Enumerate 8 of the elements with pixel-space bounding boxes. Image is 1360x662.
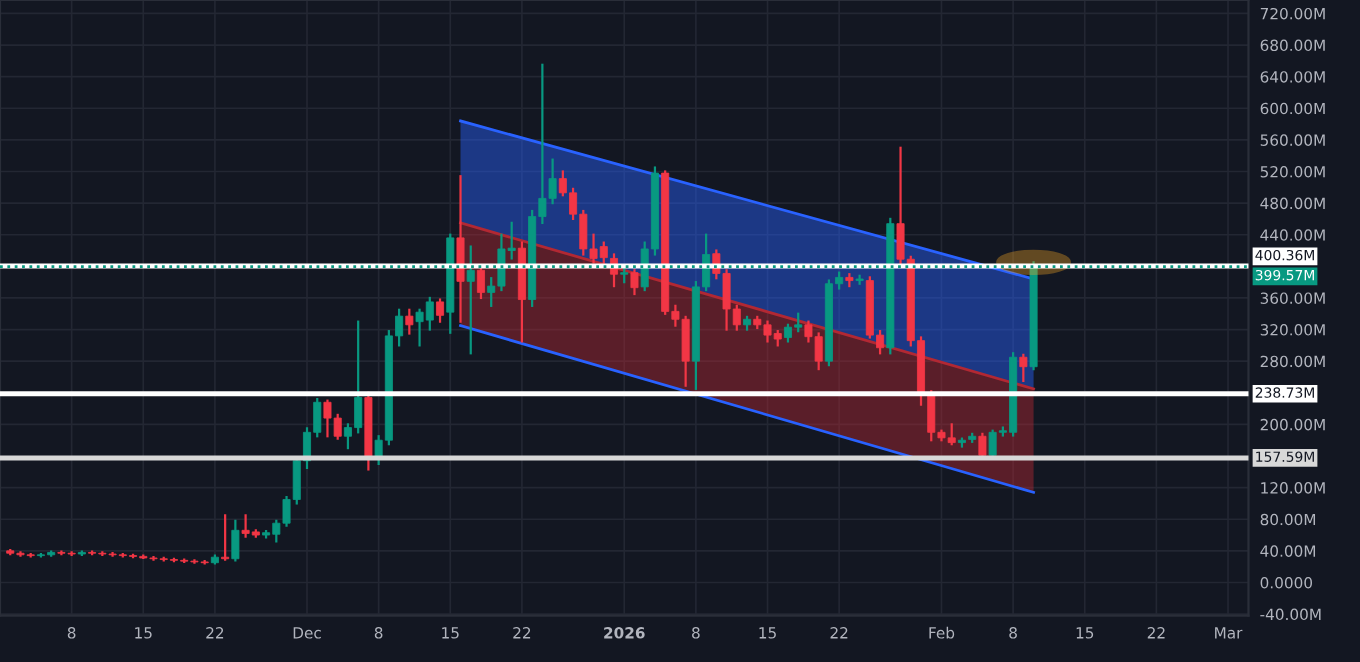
- candlestick: [436, 298, 445, 323]
- candlestick: [231, 519, 240, 562]
- candlestick: [855, 274, 864, 285]
- candlestick: [405, 308, 414, 335]
- candlestick: [476, 265, 485, 300]
- candlestick: [456, 175, 465, 323]
- candlestick: [1019, 353, 1028, 383]
- candlestick: [630, 269, 639, 296]
